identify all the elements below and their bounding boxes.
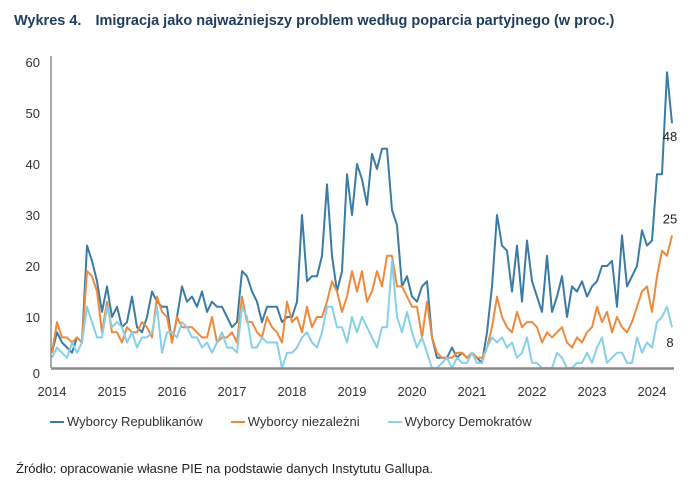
chart-number: Wykres 4. bbox=[14, 13, 82, 29]
source-note: Źródło: opracowanie własne PIE na podsta… bbox=[16, 461, 433, 476]
end-value-label: 8 bbox=[666, 335, 673, 350]
y-axis-ticks: 0 10 20 30 40 50 60 bbox=[26, 55, 40, 381]
legend-swatch bbox=[387, 420, 402, 423]
end-value-label: 48 bbox=[663, 129, 677, 144]
x-tick-label: 2018 bbox=[278, 384, 307, 399]
legend-item: Wyborcy Republikanów bbox=[50, 414, 203, 429]
x-axis-ticks: 2014 2015 2016 2017 2018 2019 2020 2021 2022 2023… bbox=[38, 384, 667, 399]
x-tick-label: 2023 bbox=[578, 384, 607, 399]
x-tick-label: 2024 bbox=[638, 384, 667, 399]
chart-title: Wykres 4. Imigracja jako najważniejszy p… bbox=[14, 13, 614, 29]
x-tick-label: 2021 bbox=[458, 384, 487, 399]
x-tick-label: 2022 bbox=[518, 384, 547, 399]
x-tick-label: 2015 bbox=[98, 384, 127, 399]
y-tick-label: 20 bbox=[26, 259, 40, 274]
x-tick-label: 2014 bbox=[38, 384, 67, 399]
y-tick-label: 0 bbox=[33, 366, 40, 381]
y-tick-label: 50 bbox=[26, 106, 40, 121]
x-tick-label: 2017 bbox=[218, 384, 247, 399]
chart-title-text: Imigracja jako najważniejszy problem wed… bbox=[95, 13, 615, 29]
y-tick-label: 30 bbox=[26, 208, 40, 223]
x-tick-label: 2020 bbox=[398, 384, 427, 399]
legend-swatch bbox=[230, 420, 245, 423]
legend-label: Wyborcy Republikanów bbox=[67, 414, 203, 429]
series-line-wyborcy-republikanów bbox=[51, 71, 673, 364]
legend-label: Wyborcy niezależni bbox=[247, 414, 360, 429]
end-labels: 48 25 8 bbox=[663, 129, 677, 350]
series-line-wyborcy-niezależni bbox=[51, 235, 673, 359]
end-value-label: 25 bbox=[663, 211, 677, 226]
legend-item: Wyborcy niezależni bbox=[230, 414, 360, 429]
y-tick-label: 60 bbox=[26, 55, 40, 70]
legend-swatch bbox=[50, 420, 64, 423]
x-tick-label: 2019 bbox=[338, 384, 367, 399]
y-tick-label: 10 bbox=[26, 310, 40, 325]
y-tick-label: 40 bbox=[26, 157, 40, 172]
x-tick-label: 2016 bbox=[158, 384, 187, 399]
series-lines bbox=[51, 71, 673, 369]
legend-label: Wyborcy Demokratów bbox=[404, 414, 532, 429]
legend: Wyborcy Republikanów Wyborcy niezależni Wy… bbox=[50, 414, 560, 429]
legend-item: Wyborcy Demokratów bbox=[387, 414, 532, 429]
